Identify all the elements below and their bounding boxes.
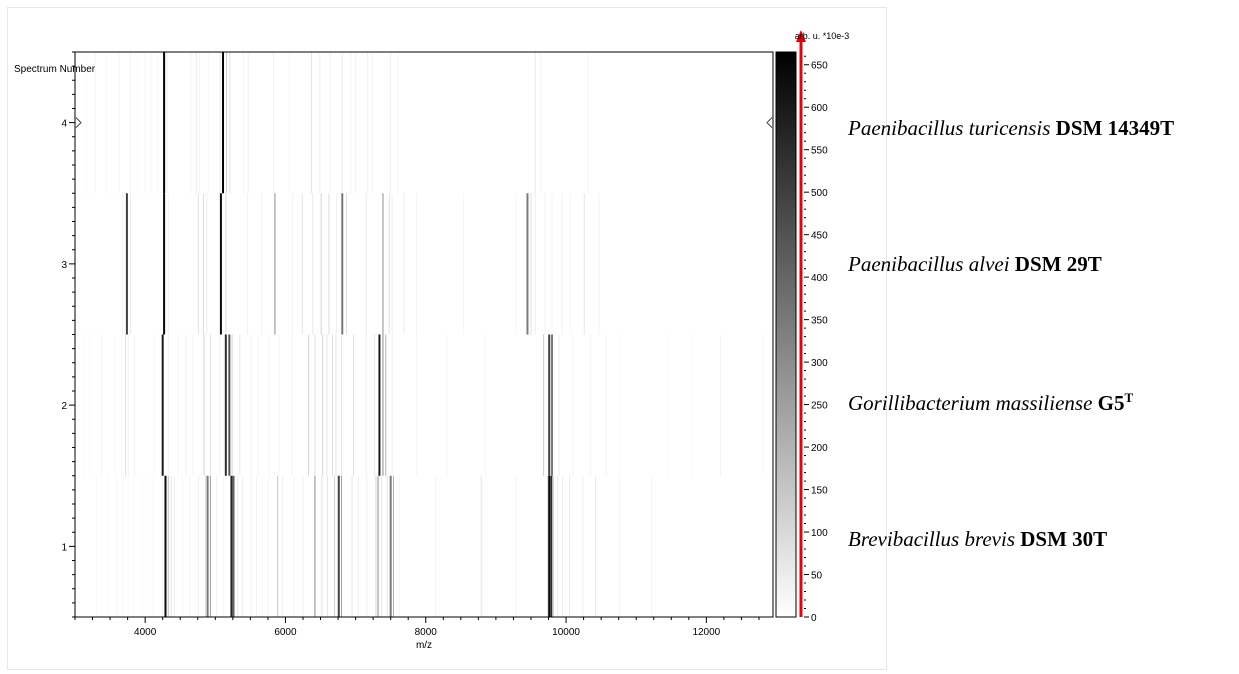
colorbar-arrow-head [796, 30, 806, 42]
colorbar-tick-label: 450 [811, 231, 828, 242]
species-name: Paenibacillus turicensis [848, 116, 1051, 140]
colorbar-tick-label: 50 [811, 571, 823, 582]
colorbar-tick-label: 400 [811, 273, 828, 284]
type-strain-superscript: T [1124, 390, 1134, 405]
colorbar-tick-label: 0 [811, 613, 817, 624]
colorbar-tick-label: 650 [811, 61, 828, 72]
colorbar-tick-label: 500 [811, 188, 828, 199]
y-axis-label: Spectrum Number [14, 64, 96, 75]
y-tick-label: 2 [61, 401, 67, 412]
strain-id: G5T [1097, 390, 1134, 415]
species-label-gorillibacterium: Gorillibacterium massiliense G5T [848, 391, 1133, 416]
spectrum-band-4 [85, 52, 589, 194]
colorbar-tick-label: 600 [811, 103, 828, 114]
x-tick-label: 10000 [552, 627, 580, 638]
colorbar-tick-label: 100 [811, 528, 828, 539]
y-tick-label: 1 [61, 542, 67, 553]
spectrum-band-2 [83, 334, 763, 476]
y-tick-label: 3 [61, 260, 67, 271]
colorbar [775, 51, 797, 618]
strain-id: DSM 29T [1014, 252, 1102, 276]
species-label-turicensis: Paenibacillus turicensis DSM 14349T [848, 116, 1174, 141]
x-tick-label: 12000 [692, 627, 720, 638]
x-tick-label: 8000 [415, 627, 438, 638]
species-label-alvei: Paenibacillus alvei DSM 29T [848, 252, 1102, 277]
colorbar-tick-label: 200 [811, 443, 828, 454]
x-tick-label: 6000 [274, 627, 297, 638]
species-name: Gorillibacterium massiliense [848, 391, 1093, 415]
y-tick-label: 4 [61, 119, 67, 130]
strain-id: DSM 14349T [1055, 116, 1175, 140]
species-name: Brevibacillus brevis [848, 527, 1015, 551]
figure-frame [7, 7, 887, 670]
x-axis-label: m/z [416, 640, 432, 651]
species-name: Paenibacillus alvei [848, 252, 1010, 276]
colorbar-tick-label: 250 [811, 401, 828, 412]
spectrum-band-1 [96, 475, 653, 617]
x-tick-label: 4000 [134, 627, 157, 638]
spectrum-band-3 [122, 193, 600, 335]
spectrum-marker-left [75, 117, 82, 128]
strain-id: DSM 30T [1020, 527, 1108, 551]
colorbar-unit-label: arb. u. *10e-3 [795, 31, 850, 41]
colorbar-tick-label: 300 [811, 358, 828, 369]
colorbar-tick-label: 150 [811, 486, 828, 497]
spectrum-marker-right [766, 117, 773, 128]
colorbar-tick-label: 350 [811, 316, 828, 327]
colorbar-tick-label: 550 [811, 146, 828, 157]
plot-area [75, 52, 773, 617]
species-label-brevis: Brevibacillus brevis DSM 30T [848, 527, 1107, 552]
